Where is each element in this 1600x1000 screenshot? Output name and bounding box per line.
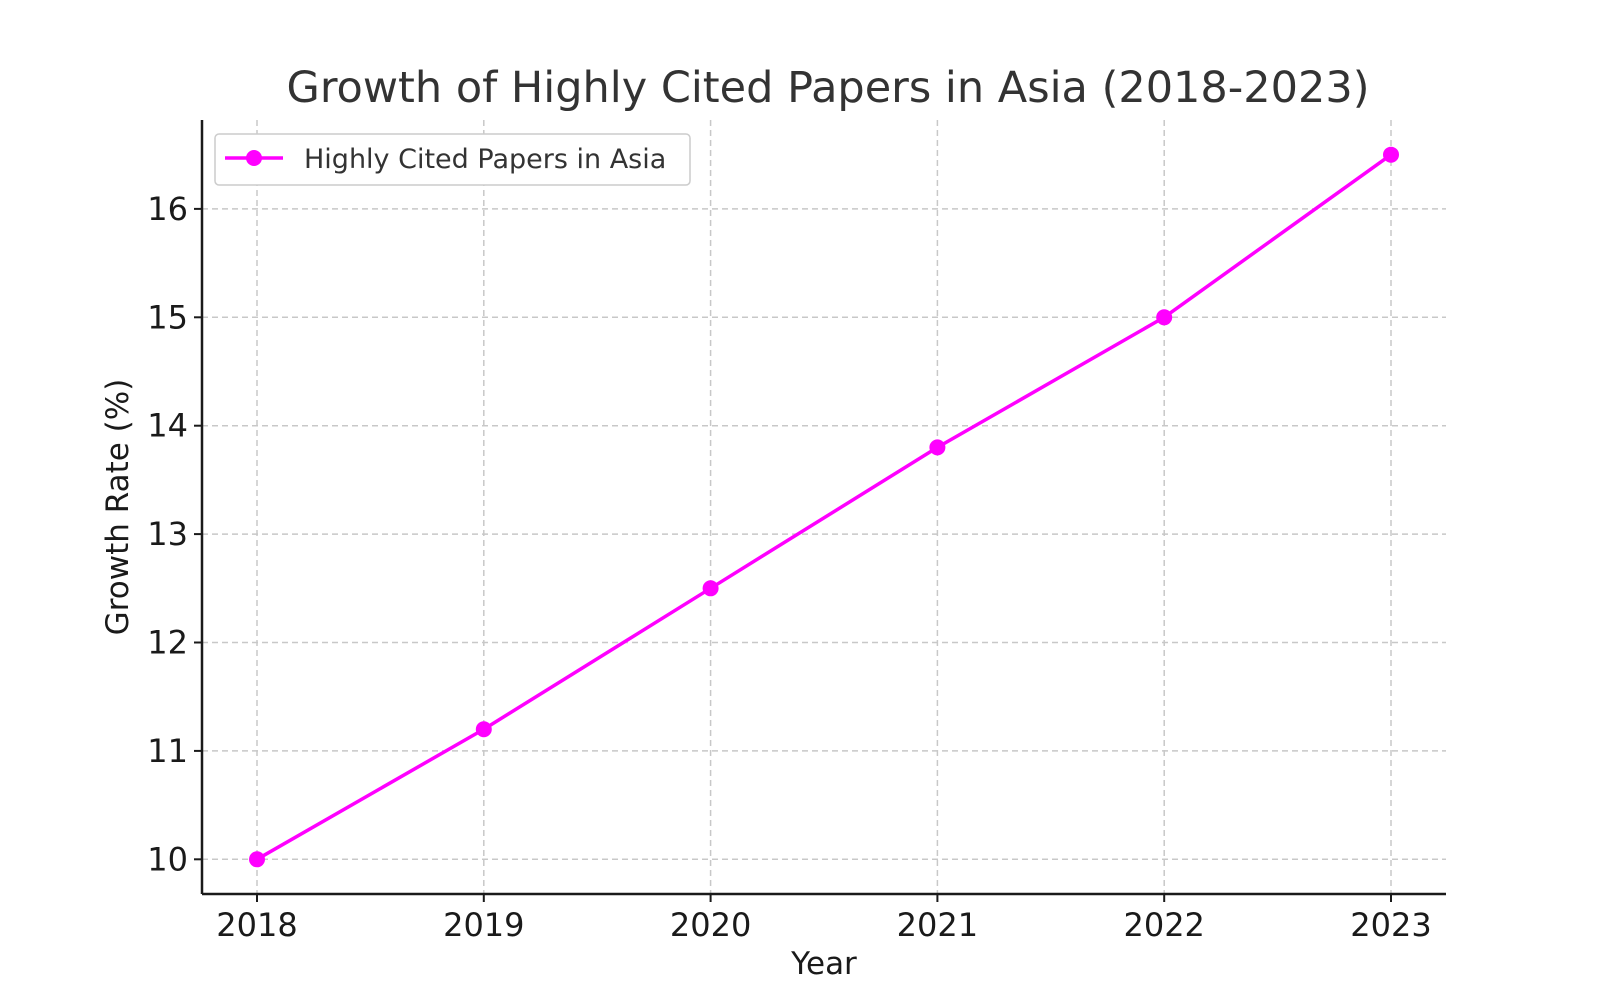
- series-line: [256, 153, 1393, 861]
- data-point: [702, 580, 719, 597]
- chart-title: Growth of Highly Cited Papers in Asia (2…: [287, 63, 1370, 113]
- y-axis-label: Growth Rate (%): [100, 379, 136, 636]
- axes: [200, 120, 1446, 896]
- y-tick-label: 14: [147, 407, 188, 445]
- x-tick-label: 2021: [897, 906, 978, 944]
- series: [249, 146, 1399, 868]
- y-tick-label: 11: [147, 732, 188, 770]
- data-point: [929, 439, 946, 456]
- x-tick-label: 2018: [216, 906, 297, 944]
- legend-label: Highly Cited Papers in Asia: [304, 144, 666, 175]
- legend: Highly Cited Papers in Asia: [214, 133, 691, 186]
- y-tick-label: 10: [147, 840, 188, 878]
- x-tick-label: 2020: [670, 906, 751, 944]
- ticks: 10 11 12 13 14 15 16 2018 2019 2020 2021 2022 2023: [147, 190, 1431, 944]
- y-tick-label: 15: [147, 298, 188, 336]
- y-tick-label: 16: [147, 190, 188, 228]
- data-point: [249, 851, 265, 868]
- x-tick-label: 2019: [443, 906, 524, 944]
- x-tick-label: 2023: [1350, 906, 1431, 944]
- legend-box: [214, 133, 691, 186]
- x-axis-label: Year: [790, 946, 857, 982]
- x-tick-label: 2022: [1123, 906, 1204, 944]
- y-tick-label: 13: [147, 515, 188, 553]
- data-point: [1383, 146, 1399, 163]
- grid: [202, 120, 1446, 894]
- y-tick-label: 12: [147, 624, 188, 662]
- data-point: [1156, 309, 1173, 326]
- data-point: [475, 721, 492, 738]
- legend-marker: [246, 150, 262, 166]
